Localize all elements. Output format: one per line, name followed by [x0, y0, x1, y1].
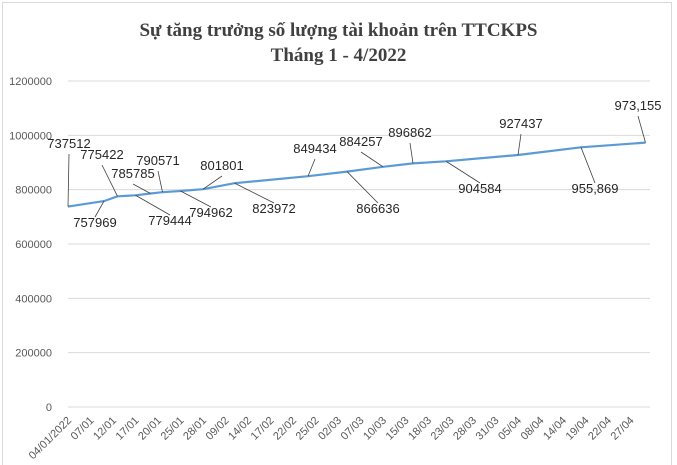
data-label: 794962 [189, 205, 232, 220]
data-label: 866636 [356, 201, 399, 216]
x-tick-label: 10/03 [361, 415, 389, 443]
x-tick-label: 17/01 [114, 415, 142, 443]
x-tick-label: 17/02 [249, 415, 277, 443]
x-tick-label: 07/01 [69, 415, 97, 443]
x-tick-label: 09/02 [204, 415, 232, 443]
leader-line [67, 153, 70, 207]
x-tick-label: 05/04 [496, 415, 524, 443]
x-tick-label: 25/02 [294, 415, 322, 443]
chart-title: Sự tăng trưởng số lượng tài khoản trên T… [139, 20, 538, 41]
leader-line [180, 190, 212, 208]
x-tick-label: 23/03 [429, 415, 457, 443]
data-label: 785785 [111, 166, 154, 181]
x-tick-label: 02/03 [316, 415, 344, 443]
leader-line [135, 194, 171, 216]
x-tick-label: 22/04 [586, 415, 614, 443]
leader-line [202, 175, 223, 190]
leader-line [409, 142, 414, 164]
x-tick-label: 31/03 [474, 415, 502, 443]
leader-line [637, 115, 646, 143]
data-label: 757969 [73, 215, 116, 230]
data-label: 884257 [339, 134, 382, 149]
x-tick-label: 18/03 [406, 415, 434, 443]
chart-subtitle: Tháng 1 - 4/2022 [270, 45, 407, 66]
y-tick-label: 1000000 [9, 130, 52, 142]
x-tick-label: 07/03 [339, 415, 367, 443]
y-tick-label: 400000 [15, 293, 52, 305]
data-label: 823972 [252, 201, 295, 216]
leader-line [94, 200, 105, 218]
y-tick-label: 200000 [15, 348, 52, 360]
x-tick-label: 27/04 [609, 415, 637, 443]
y-tick-label: 800000 [15, 185, 52, 197]
leader-line [101, 164, 118, 197]
x-tick-label: 12/01 [91, 415, 119, 443]
data-label: 896862 [388, 125, 431, 140]
leader-line [445, 160, 481, 184]
y-tick-label: 1200000 [9, 76, 52, 88]
y-tick-label: 0 [46, 402, 52, 414]
x-tick-label: 14/04 [541, 415, 569, 443]
x-tick-label: 28/03 [451, 415, 479, 443]
leader-line [580, 147, 596, 184]
x-tick-label: 04/01/2022 [27, 415, 74, 462]
data-label: 790571 [136, 153, 179, 168]
leader-line [517, 133, 522, 156]
leader-line [360, 151, 384, 168]
x-tick-label: 15/03 [384, 415, 412, 443]
data-label: 973,155 [615, 98, 662, 113]
data-label: 775422 [80, 147, 123, 162]
leader-line [157, 170, 163, 193]
data-label: 849434 [293, 141, 336, 156]
data-label: 801801 [200, 158, 243, 173]
data-label: 779444 [148, 213, 191, 228]
x-tick-label: 08/04 [519, 415, 547, 443]
leader-line [234, 182, 275, 204]
x-tick-label: 19/04 [564, 415, 592, 443]
x-tick-label: 25/01 [159, 415, 187, 443]
data-label: 955,869 [572, 181, 619, 196]
leader-line [346, 171, 379, 204]
data-label: 904584 [458, 181, 501, 196]
leader-line [132, 183, 151, 194]
x-tick-label: 22/02 [271, 415, 299, 443]
leader-line [307, 158, 316, 177]
x-tick-label: 28/01 [181, 415, 209, 443]
y-tick-label: 600000 [15, 239, 52, 251]
data-label: 737512 [47, 136, 90, 151]
x-tick-label: 20/01 [136, 415, 164, 443]
data-label: 927437 [499, 116, 542, 131]
x-tick-label: 14/02 [226, 415, 254, 443]
